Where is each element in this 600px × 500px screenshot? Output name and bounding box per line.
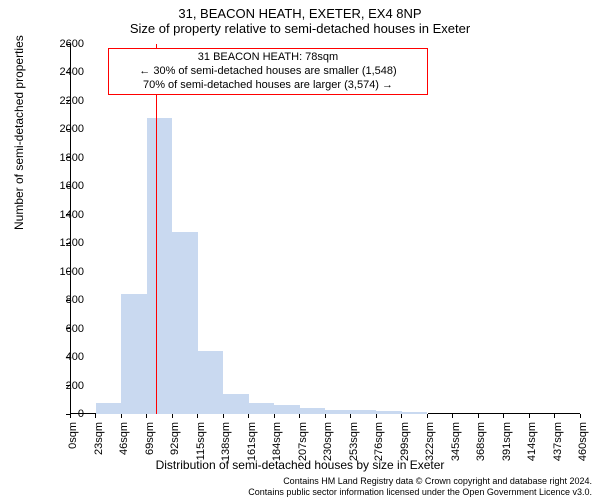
xtick-mark [299, 414, 300, 418]
xtick-mark [580, 414, 581, 418]
histogram-bar [351, 409, 378, 414]
xtick-label: 276sqm [373, 422, 385, 461]
ytick-label: 2400 [44, 66, 84, 78]
histogram-bar [376, 410, 403, 414]
ytick-label: 400 [44, 351, 84, 363]
annotation-line: 31 BEACON HEATH: 78sqm [115, 51, 421, 65]
xtick-label: 0sqm [67, 422, 79, 449]
ytick-label: 1200 [44, 237, 84, 249]
xtick-mark [146, 414, 147, 418]
histogram-bar [147, 117, 174, 414]
xtick-mark [452, 414, 453, 418]
ytick-label: 2200 [44, 95, 84, 107]
histogram-bar [300, 407, 327, 414]
histogram-bar [96, 402, 123, 414]
xtick-label: 368sqm [475, 422, 487, 461]
footer-line2: Contains public sector information licen… [248, 487, 592, 498]
property-marker-line [156, 44, 157, 414]
ytick-label: 1800 [44, 152, 84, 164]
xtick-label: 230sqm [322, 422, 334, 461]
footer-attribution: Contains HM Land Registry data © Crown c… [248, 476, 592, 498]
xtick-label: 437sqm [552, 422, 564, 461]
histogram-bar [402, 411, 429, 414]
xtick-mark [554, 414, 555, 418]
xtick-mark [350, 414, 351, 418]
ytick-label: 1600 [44, 180, 84, 192]
x-axis-label: Distribution of semi-detached houses by … [0, 458, 600, 472]
xtick-label: 115sqm [195, 422, 207, 460]
xtick-mark [121, 414, 122, 418]
annotation-box: 31 BEACON HEATH: 78sqm← 30% of semi-deta… [108, 48, 428, 95]
histogram-bar [325, 409, 352, 414]
xtick-label: 207sqm [297, 422, 309, 461]
xtick-label: 161sqm [246, 422, 258, 461]
page-title-address: 31, BEACON HEATH, EXETER, EX4 8NP [0, 0, 600, 21]
histogram-bar [121, 293, 148, 414]
xtick-mark [223, 414, 224, 418]
histogram-bar [274, 404, 301, 414]
xtick-label: 322sqm [424, 422, 436, 461]
xtick-mark [503, 414, 504, 418]
xtick-label: 299sqm [399, 422, 411, 461]
xtick-label: 414sqm [526, 422, 538, 461]
xtick-mark [274, 414, 275, 418]
ytick-label: 1400 [44, 209, 84, 221]
histogram-chart: 0sqm23sqm46sqm69sqm92sqm115sqm138sqm161s… [70, 44, 580, 414]
annotation-line: ← 30% of semi-detached houses are smalle… [115, 65, 421, 79]
annotation-line: 70% of semi-detached houses are larger (… [115, 79, 421, 93]
xtick-mark [376, 414, 377, 418]
xtick-label: 391sqm [501, 422, 513, 461]
xtick-label: 69sqm [144, 422, 156, 455]
y-axis-label: Number of semi-detached properties [12, 35, 26, 230]
histogram-bar [223, 393, 250, 414]
histogram-bar [172, 231, 199, 414]
xtick-mark [427, 414, 428, 418]
histogram-bar [249, 402, 276, 414]
ytick-label: 800 [44, 294, 84, 306]
footer-line1: Contains HM Land Registry data © Crown c… [248, 476, 592, 487]
xtick-mark [325, 414, 326, 418]
ytick-label: 0 [44, 408, 84, 420]
ytick-label: 1000 [44, 266, 84, 278]
xtick-mark [478, 414, 479, 418]
xtick-mark [401, 414, 402, 418]
xtick-mark [197, 414, 198, 418]
ytick-label: 2600 [44, 38, 84, 50]
xtick-label: 23sqm [93, 422, 105, 455]
xtick-mark [95, 414, 96, 418]
xtick-label: 92sqm [169, 422, 181, 455]
xtick-mark [172, 414, 173, 418]
page-title-desc: Size of property relative to semi-detach… [0, 21, 600, 40]
xtick-label: 345sqm [450, 422, 462, 461]
ytick-label: 2000 [44, 123, 84, 135]
xtick-mark [529, 414, 530, 418]
xtick-label: 46sqm [118, 422, 130, 455]
xtick-label: 138sqm [220, 422, 232, 461]
ytick-label: 600 [44, 323, 84, 335]
xtick-label: 184sqm [271, 422, 283, 461]
ytick-label: 200 [44, 380, 84, 392]
histogram-bar [198, 350, 225, 414]
xtick-label: 460sqm [577, 422, 589, 461]
xtick-label: 253sqm [348, 422, 360, 461]
xtick-mark [248, 414, 249, 418]
